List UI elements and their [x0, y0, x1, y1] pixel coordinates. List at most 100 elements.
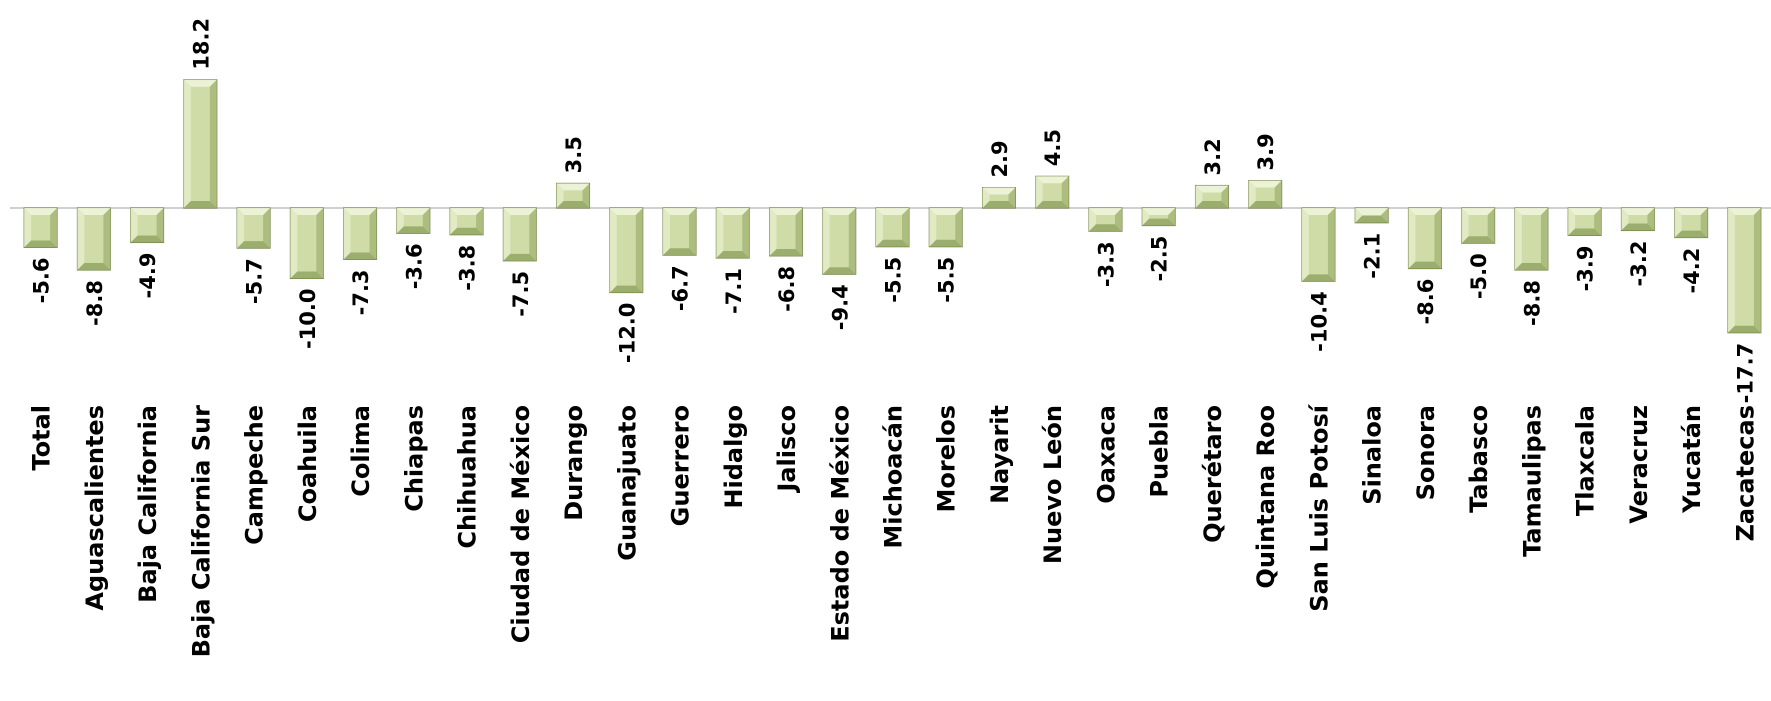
category-label-estado-de-mexico: Estado de México	[826, 405, 854, 642]
bar-tlaxcala	[1567, 207, 1602, 236]
category-label-quintana-roo: Quintana Roo	[1252, 405, 1280, 589]
category-label-tabasco: Tabasco	[1465, 405, 1493, 513]
value-label-tlaxcala: -3.9	[1574, 245, 1598, 291]
category-label-queretaro: Querétaro	[1199, 405, 1227, 543]
category-label-coahuila: Coahuila	[294, 405, 322, 522]
category-label-morelos: Morelos	[933, 405, 961, 512]
value-label-baja-california-sur: 18.2	[189, 18, 213, 70]
bar-morelos	[928, 207, 963, 248]
bar-guanajuato	[609, 207, 644, 294]
bar-nayarit	[981, 187, 1016, 209]
category-label-sonora: Sonora	[1412, 405, 1440, 500]
bar-campeche	[236, 207, 271, 249]
value-label-guanajuato: -12.0	[615, 303, 639, 364]
category-label-baja-california: Baja California	[134, 405, 162, 603]
category-labels-group: Total Aguascalientes Baja California Baja C…	[28, 403, 1760, 657]
bar-quintana-roo	[1248, 180, 1283, 209]
category-label-puebla: Puebla	[1146, 405, 1174, 498]
bar-hidalgo	[715, 207, 750, 259]
value-labels-group: -5.6 -8.8 -4.9 18.2 -5.7 -10.0 -7.3 -3.6 -3.8 -7.…	[30, 18, 1758, 403]
bar-ciudad-de-mexico	[502, 207, 537, 262]
value-label-tamaulipas: -8.8	[1520, 280, 1544, 326]
value-label-baja-california: -4.9	[136, 253, 160, 299]
value-label-hidalgo: -7.1	[722, 268, 746, 314]
category-label-nuevo-leon: Nuevo León	[1039, 405, 1067, 564]
bar-sinaloa	[1354, 207, 1389, 224]
bar-oaxaca	[1088, 207, 1123, 232]
bar-tabasco	[1461, 207, 1496, 244]
category-label-michoacan: Michoacán	[880, 405, 908, 549]
value-label-sinaloa: -2.1	[1361, 233, 1385, 279]
bar-nuevo-leon	[1035, 175, 1070, 209]
category-label-campeche: Campeche	[241, 405, 269, 545]
bar-baja-california-sur	[183, 79, 218, 209]
value-label-chiapas: -3.6	[402, 243, 426, 289]
value-label-campeche: -5.7	[243, 258, 267, 304]
category-label-chiapas: Chiapas	[400, 405, 428, 512]
category-label-nayarit: Nayarit	[986, 405, 1014, 504]
category-label-hidalgo: Hidalgo	[720, 405, 748, 509]
category-label-yucatan: Yucatán	[1678, 405, 1706, 514]
value-label-michoacan: -5.5	[882, 257, 906, 303]
bar-yucatan	[1674, 207, 1709, 239]
value-label-queretaro: 3.2	[1201, 138, 1225, 175]
category-label-baja-california-sur: Baja California Sur	[187, 405, 215, 658]
bar-tamaulipas	[1514, 207, 1549, 271]
category-label-tamaulipas: Tamaulipas	[1518, 405, 1546, 557]
category-label-ciudad-de-mexico: Ciudad de México	[507, 405, 535, 643]
value-label-aguascalientes: -8.8	[83, 280, 107, 326]
bar-puebla	[1141, 207, 1176, 227]
category-label-aguascalientes: Aguascalientes	[81, 405, 109, 611]
value-label-oaxaca: -3.3	[1094, 241, 1118, 287]
value-label-jalisco: -6.8	[775, 266, 799, 312]
bar-zacatecas	[1727, 207, 1762, 334]
value-label-zacatecas: -17.7	[1733, 343, 1757, 404]
category-label-sinaloa: Sinaloa	[1359, 405, 1387, 505]
bar-baja-california	[130, 207, 165, 244]
value-label-quintana-roo: 3.9	[1254, 133, 1278, 170]
category-label-total: Total	[28, 405, 56, 471]
bar-sonora	[1407, 207, 1442, 270]
value-label-nayarit: 2.9	[988, 140, 1012, 177]
value-label-sonora: -8.6	[1414, 279, 1438, 325]
value-label-yucatan: -4.2	[1680, 248, 1704, 294]
value-label-total: -5.6	[30, 257, 54, 303]
value-label-veracruz: -3.2	[1627, 241, 1651, 287]
category-label-chihuahua: Chihuahua	[454, 405, 482, 549]
value-label-san-luis-potosi: -10.4	[1307, 291, 1331, 352]
value-label-coahuila: -10.0	[296, 289, 320, 350]
bar-coahuila	[289, 207, 324, 279]
value-label-chihuahua: -3.8	[456, 245, 480, 291]
category-label-veracruz: Veracruz	[1625, 405, 1653, 524]
bar-chihuahua	[449, 207, 484, 236]
bar-aguascalientes	[76, 207, 111, 271]
value-label-morelos: -5.5	[935, 257, 959, 303]
bar-san-luis-potosi	[1301, 207, 1336, 282]
value-label-ciudad-de-mexico: -7.5	[509, 271, 533, 317]
category-label-durango: Durango	[560, 405, 588, 521]
bar-michoacan	[875, 207, 910, 248]
value-label-puebla: -2.5	[1148, 236, 1172, 282]
bar-chiapas	[396, 207, 431, 234]
value-label-durango: 3.5	[562, 136, 586, 173]
value-label-tabasco: -5.0	[1467, 253, 1491, 299]
category-label-tlaxcala: Tlaxcala	[1572, 405, 1600, 516]
bar-colima	[343, 207, 378, 260]
category-label-san-luis-potosi: San Luis Potosí	[1305, 403, 1333, 611]
category-label-jalisco: Jalisco	[773, 405, 801, 494]
bar-queretaro	[1194, 184, 1229, 209]
category-label-oaxaca: Oaxaca	[1092, 405, 1120, 504]
category-label-guanajuato: Guanajuato	[613, 405, 641, 561]
value-label-colima: -7.3	[349, 269, 373, 315]
value-label-guerrero: -6.7	[669, 265, 693, 311]
bar-estado-de-mexico	[822, 207, 857, 275]
bar-veracruz	[1620, 207, 1655, 232]
category-label-guerrero: Guerrero	[667, 405, 695, 526]
value-label-nuevo-leon: 4.5	[1041, 129, 1065, 166]
bars-group	[23, 79, 1762, 334]
bar-durango	[556, 182, 591, 209]
bar-guerrero	[662, 207, 697, 256]
bar-jalisco	[769, 207, 804, 257]
bar-total	[23, 207, 58, 248]
